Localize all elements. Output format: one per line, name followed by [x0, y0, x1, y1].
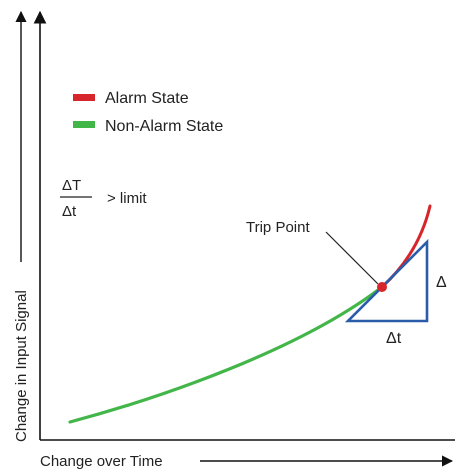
formula-numerator: ΔT: [62, 177, 81, 194]
delta-triangle: [344, 238, 429, 323]
legend-swatch-alarm: [73, 94, 95, 101]
legend-label-non-alarm: Non-Alarm State: [105, 118, 223, 135]
trip-point-marker: [377, 282, 387, 292]
legend-label-alarm: Alarm State: [105, 90, 189, 107]
formula-condition: > limit: [107, 190, 147, 207]
x-axis-label: Change over Time: [40, 453, 163, 470]
trip-point-leader: [325, 231, 379, 285]
trip-point-label: Trip Point: [246, 219, 310, 236]
delta-vertical-label: Δ: [436, 274, 447, 291]
delta-horizontal-label: Δt: [386, 330, 402, 347]
non-alarm-curve: [68, 285, 384, 424]
legend-swatch-non-alarm: [73, 121, 95, 128]
formula-denominator: Δt: [62, 203, 77, 220]
y-axis-label: Change in Input Signal: [13, 290, 30, 442]
